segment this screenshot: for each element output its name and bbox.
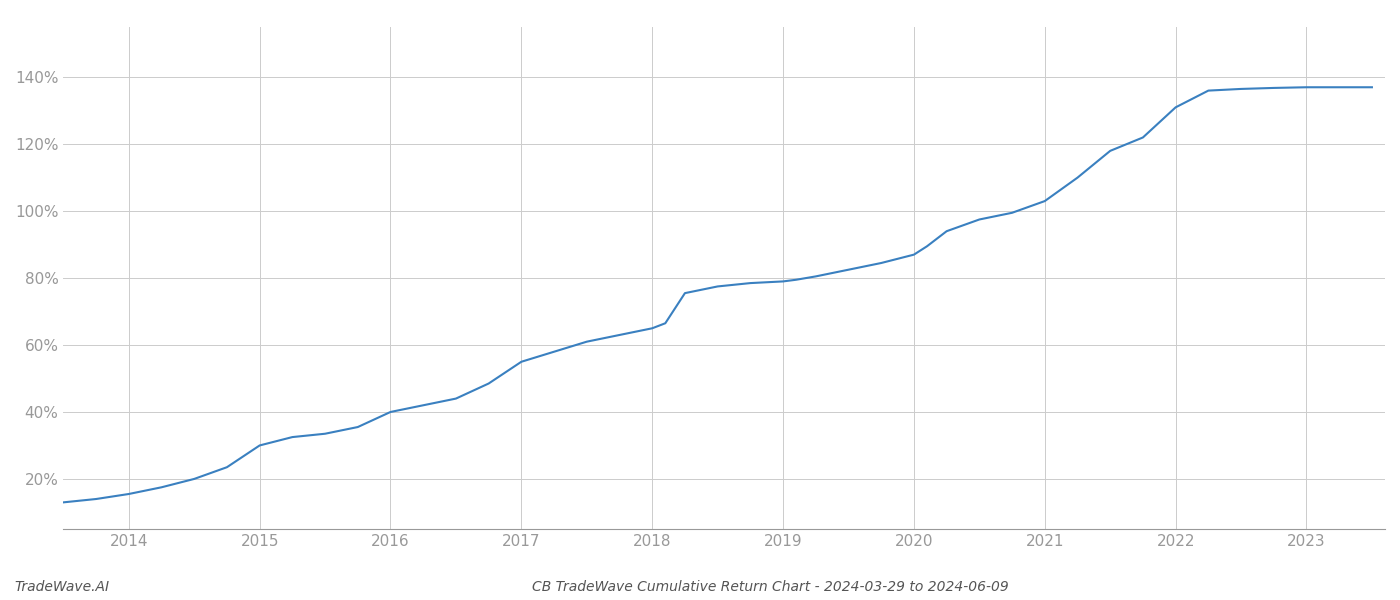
Text: TradeWave.AI: TradeWave.AI: [14, 580, 109, 594]
Text: CB TradeWave Cumulative Return Chart - 2024-03-29 to 2024-06-09: CB TradeWave Cumulative Return Chart - 2…: [532, 580, 1008, 594]
